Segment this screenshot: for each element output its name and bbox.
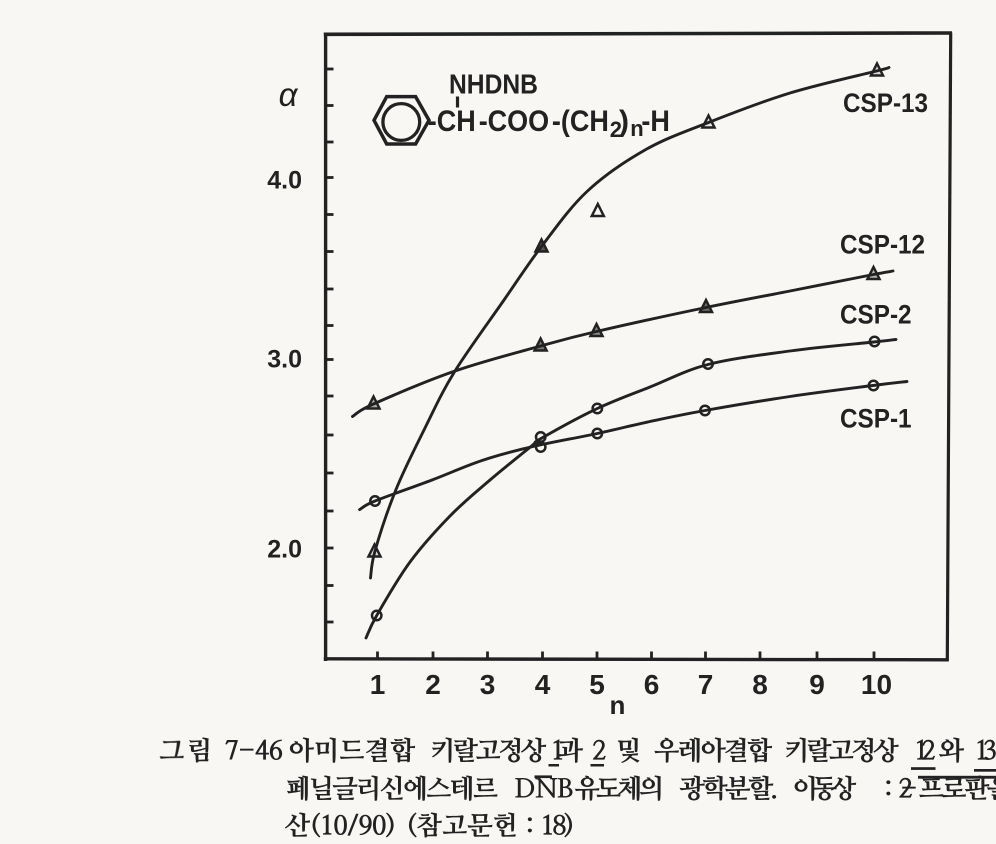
svg-text:4.0: 4.0 bbox=[267, 167, 302, 195]
svg-text:3.0: 3.0 bbox=[267, 346, 302, 374]
svg-text:CSP-12: CSP-12 bbox=[840, 230, 925, 259]
svg-text:1: 1 bbox=[370, 669, 386, 700]
svg-text:CSP-1: CSP-1 bbox=[840, 404, 912, 433]
svg-text:8: 8 bbox=[752, 669, 768, 700]
svg-text:10: 10 bbox=[861, 669, 892, 700]
svg-text:CSP-2: CSP-2 bbox=[840, 300, 912, 329]
svg-text:5: 5 bbox=[589, 669, 605, 700]
svg-text:7: 7 bbox=[698, 669, 714, 700]
svg-text:-(CH: -(CH bbox=[552, 105, 609, 139]
svg-text:2.0: 2.0 bbox=[267, 536, 302, 564]
svg-text:CSP-13: CSP-13 bbox=[843, 89, 928, 118]
svg-text:2: 2 bbox=[425, 669, 441, 700]
svg-text:4: 4 bbox=[535, 669, 551, 700]
svg-text:9: 9 bbox=[809, 669, 825, 700]
svg-text:2: 2 bbox=[610, 117, 622, 142]
svg-text:n: n bbox=[610, 690, 626, 720]
svg-text:-CH: -CH bbox=[428, 105, 476, 139]
svg-text:NHDNB: NHDNB bbox=[449, 68, 538, 100]
svg-text:-H: -H bbox=[641, 105, 669, 139]
svg-text:6: 6 bbox=[644, 669, 660, 700]
svg-text:α: α bbox=[279, 76, 299, 113]
svg-text:3: 3 bbox=[480, 669, 496, 700]
svg-text:): ) bbox=[619, 105, 629, 138]
svg-text:-COO: -COO bbox=[479, 105, 549, 139]
svg-text:n: n bbox=[630, 116, 643, 141]
